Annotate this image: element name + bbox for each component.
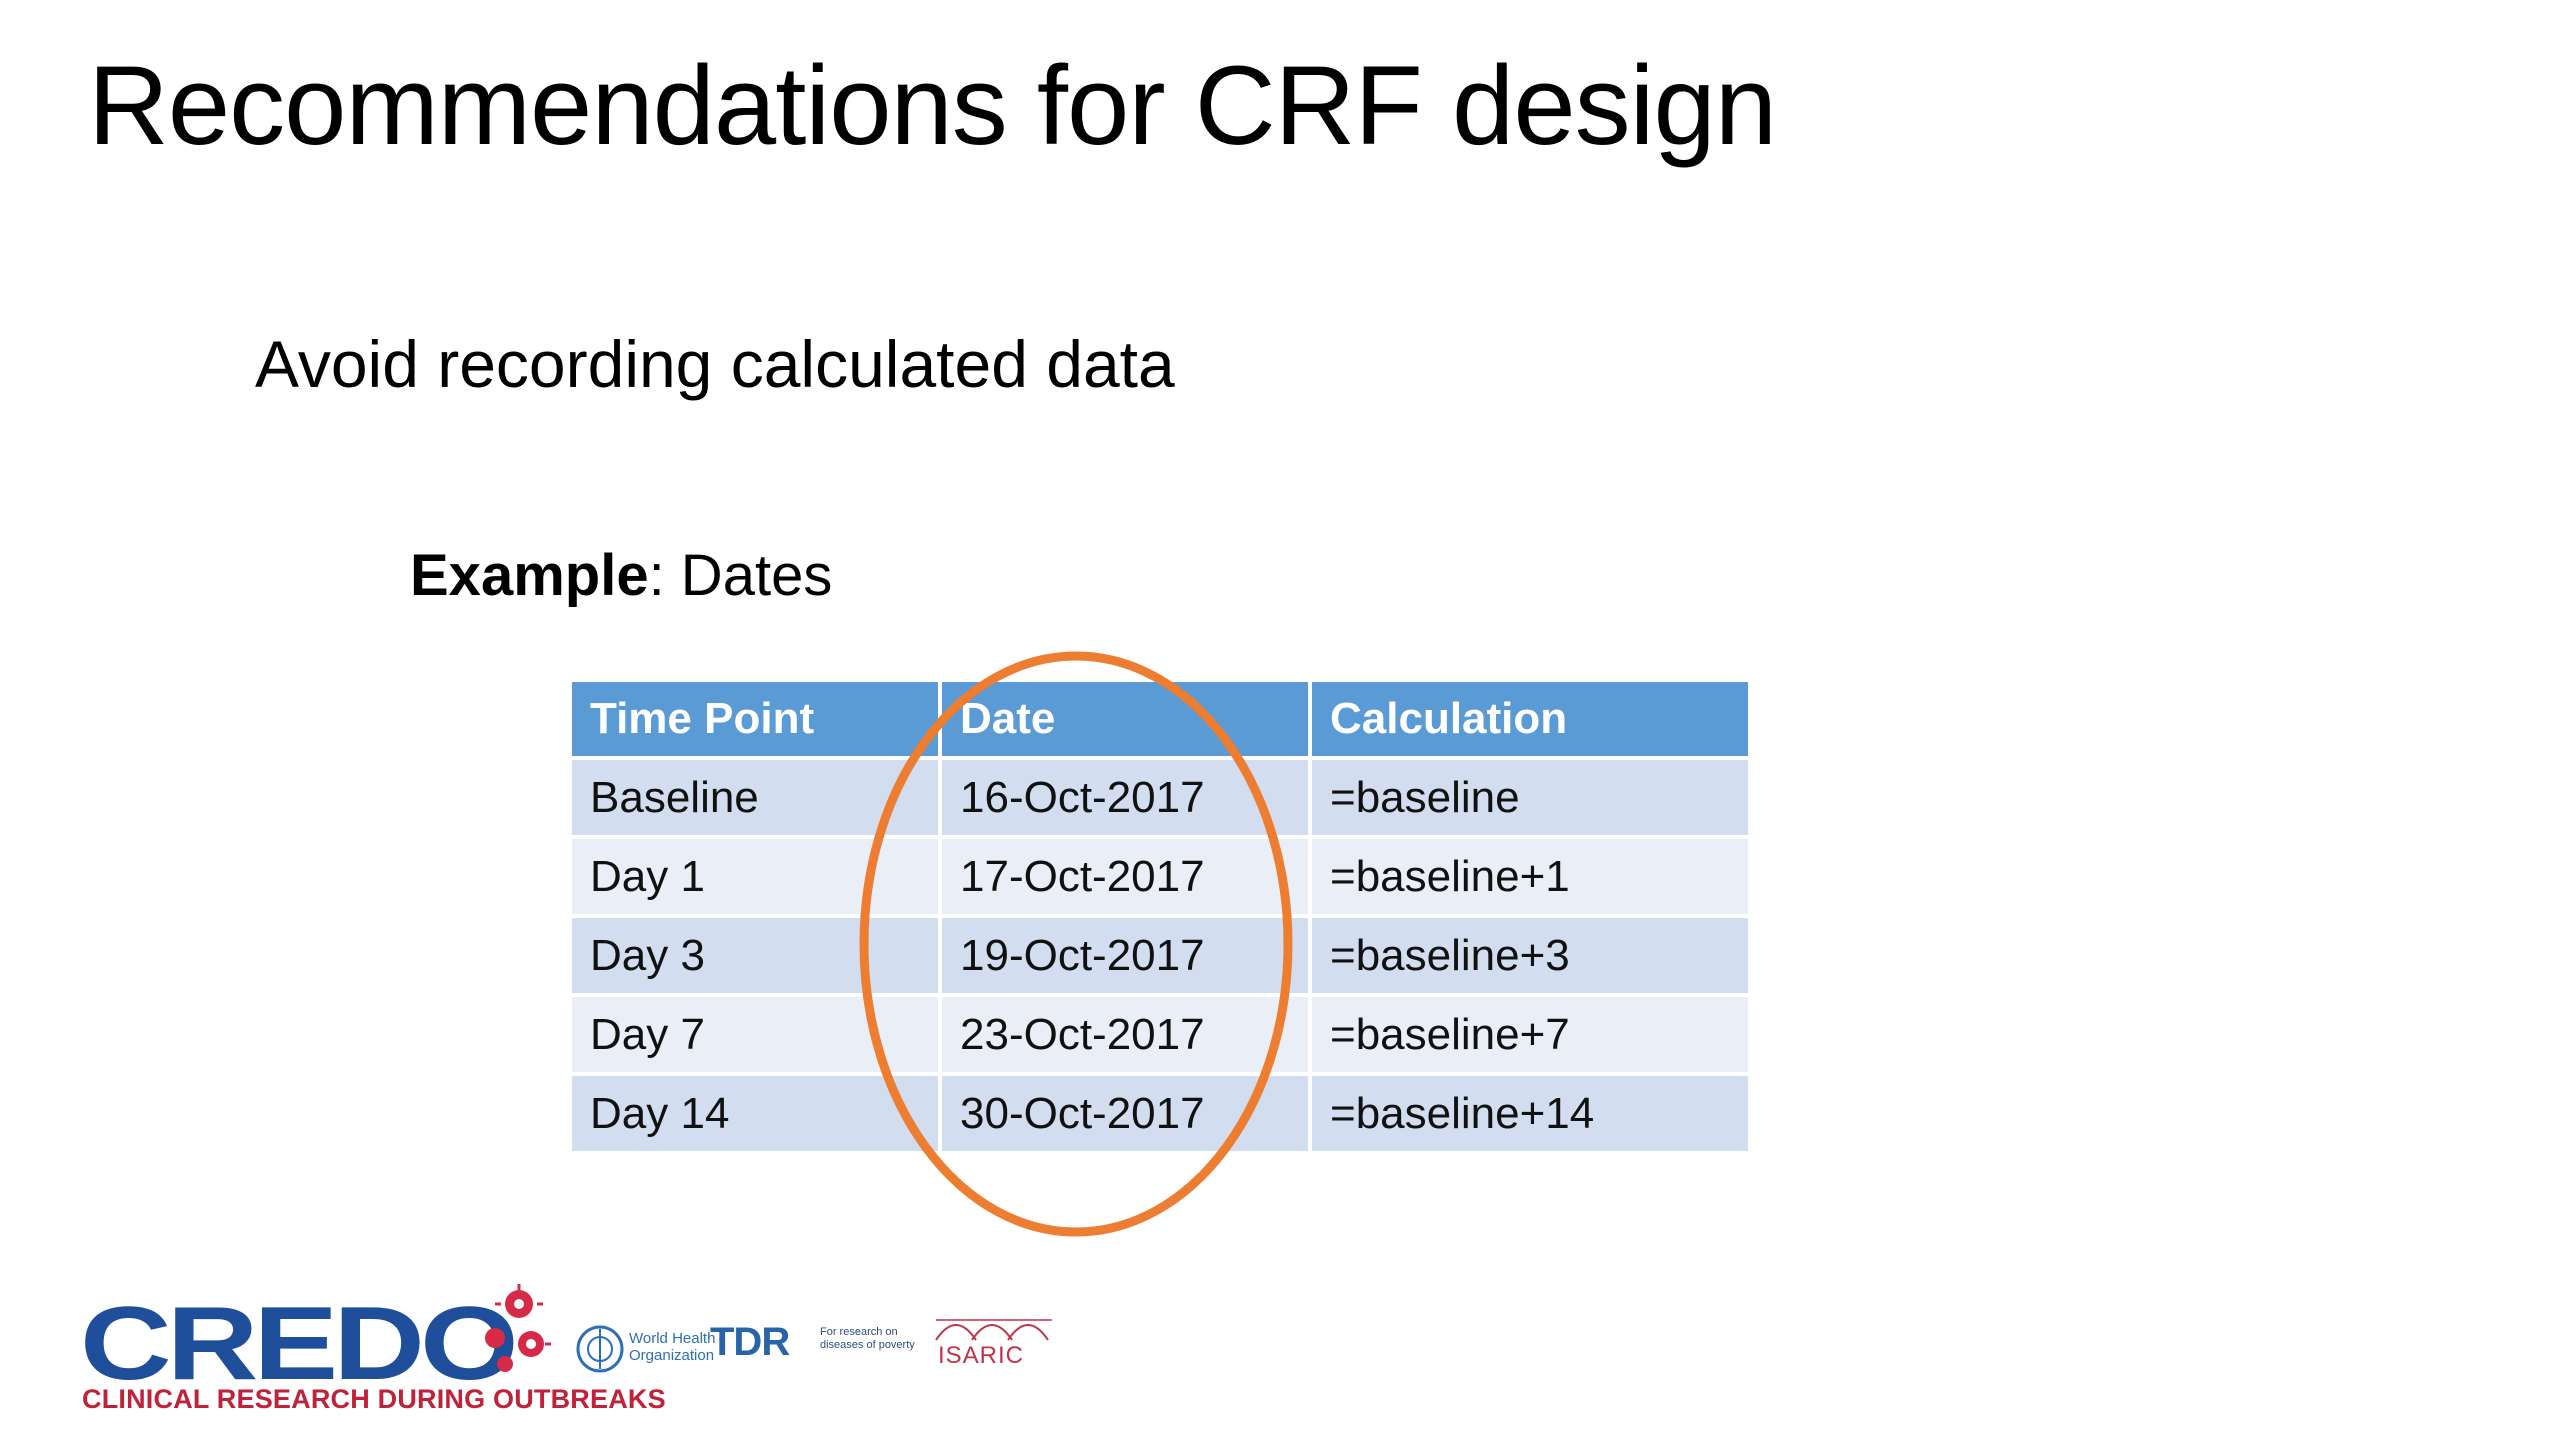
tdr-line-2: diseases of poverty — [820, 1339, 915, 1352]
table-header-row: Time Point Date Calculation — [572, 682, 1748, 756]
sponsor-logos: CREDO CLINICAL RESEARCH DURING OUTBREAKS… — [80, 1280, 1080, 1420]
time-point-cell: Day 3 — [572, 918, 938, 993]
who-logo: World Health Organization — [575, 1324, 715, 1384]
who-emblem-icon — [576, 1325, 624, 1373]
date-cell: 17-Oct-2017 — [942, 839, 1308, 914]
example-label: Example — [410, 543, 649, 608]
time-point-cell: Baseline — [572, 760, 938, 835]
table-row: Day 14 30-Oct-2017 =baseline+14 — [572, 1076, 1748, 1151]
time-point-cell: Day 7 — [572, 997, 938, 1072]
who-line-1: World Health — [629, 1330, 716, 1347]
date-cell: 30-Oct-2017 — [942, 1076, 1308, 1151]
tdr-logo: TDR — [710, 1320, 790, 1364]
example-line: Example: Dates — [410, 544, 832, 608]
table-row: Day 7 23-Oct-2017 =baseline+7 — [572, 997, 1748, 1072]
dates-table: Time Point Date Calculation Baseline 16-… — [568, 678, 1752, 1155]
date-cell: 19-Oct-2017 — [942, 918, 1308, 993]
calculation-cell: =baseline+1 — [1312, 839, 1748, 914]
tdr-tagline: For research on diseases of poverty — [820, 1326, 915, 1352]
slide-title: Recommendations for CRF design — [88, 43, 1777, 168]
header-date: Date — [942, 682, 1308, 756]
slide-subtitle: Avoid recording calculated data — [255, 327, 1175, 401]
date-cell: 16-Oct-2017 — [942, 760, 1308, 835]
example-text: : Dates — [648, 543, 833, 608]
credo-tagline: CLINICAL RESEARCH DURING OUTBREAKS — [82, 1384, 666, 1414]
credo-logo: CREDO — [80, 1286, 519, 1402]
table-row: Day 3 19-Oct-2017 =baseline+3 — [572, 918, 1748, 993]
header-time-point: Time Point — [572, 682, 938, 756]
time-point-cell: Day 1 — [572, 839, 938, 914]
table-row: Baseline 16-Oct-2017 =baseline — [572, 760, 1748, 835]
calculation-cell: =baseline+7 — [1312, 997, 1748, 1072]
calculation-cell: =baseline — [1312, 760, 1748, 835]
header-calculation: Calculation — [1312, 682, 1748, 756]
calculation-cell: =baseline+14 — [1312, 1076, 1748, 1151]
date-cell: 23-Oct-2017 — [942, 997, 1308, 1072]
isaric-arches-icon — [935, 1319, 1052, 1341]
tdr-line-1: For research on — [820, 1326, 898, 1338]
time-point-cell: Day 14 — [572, 1076, 938, 1151]
calculation-cell: =baseline+3 — [1312, 918, 1748, 993]
table-row: Day 1 17-Oct-2017 =baseline+1 — [572, 839, 1748, 914]
virus-icon — [485, 1284, 551, 1372]
who-text: World Health Organization — [629, 1330, 715, 1365]
who-line-2: Organization — [629, 1347, 715, 1365]
isaric-logo: ISARIC — [938, 1342, 1025, 1369]
